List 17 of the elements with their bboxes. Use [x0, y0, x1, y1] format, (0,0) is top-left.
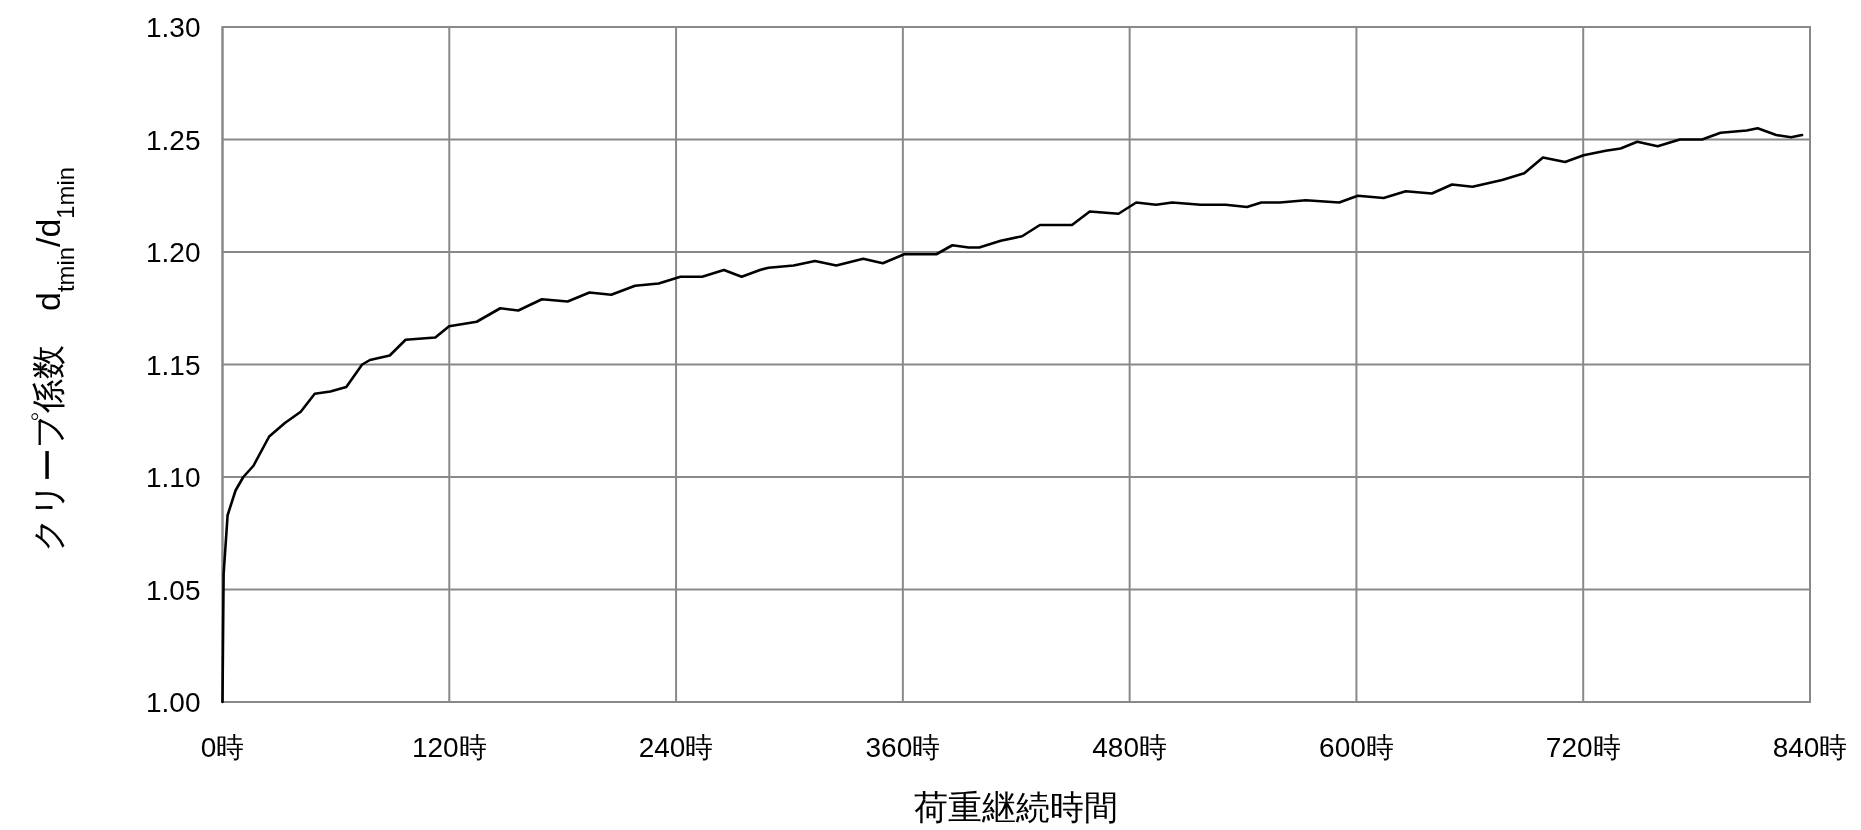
- y-tick-label: 1.20: [146, 237, 201, 268]
- line-series: [221, 126, 1804, 704]
- x-tick-label: 360時: [865, 732, 941, 763]
- y-tick-label: 1.10: [146, 462, 201, 493]
- x-tick-label: 480時: [1092, 732, 1167, 763]
- y-tick-label: 1.25: [146, 124, 201, 156]
- x-axis-title: 荷重継続時間: [914, 788, 1119, 826]
- x-tick-label: 840時: [1772, 732, 1848, 763]
- y-tick-label: 1.30: [146, 12, 201, 43]
- y-tick-label: 1.05: [146, 574, 201, 606]
- y-tick-label: 1.00: [146, 687, 201, 718]
- x-tick-label: 600時: [1319, 732, 1394, 763]
- x-tick-label: 720時: [1545, 732, 1621, 763]
- y-tick-label: 1.15: [146, 349, 201, 381]
- x-tick-label: 0時: [200, 732, 245, 763]
- x-tick-label: 120時: [411, 732, 487, 763]
- x-tick-label: 240時: [638, 732, 714, 763]
